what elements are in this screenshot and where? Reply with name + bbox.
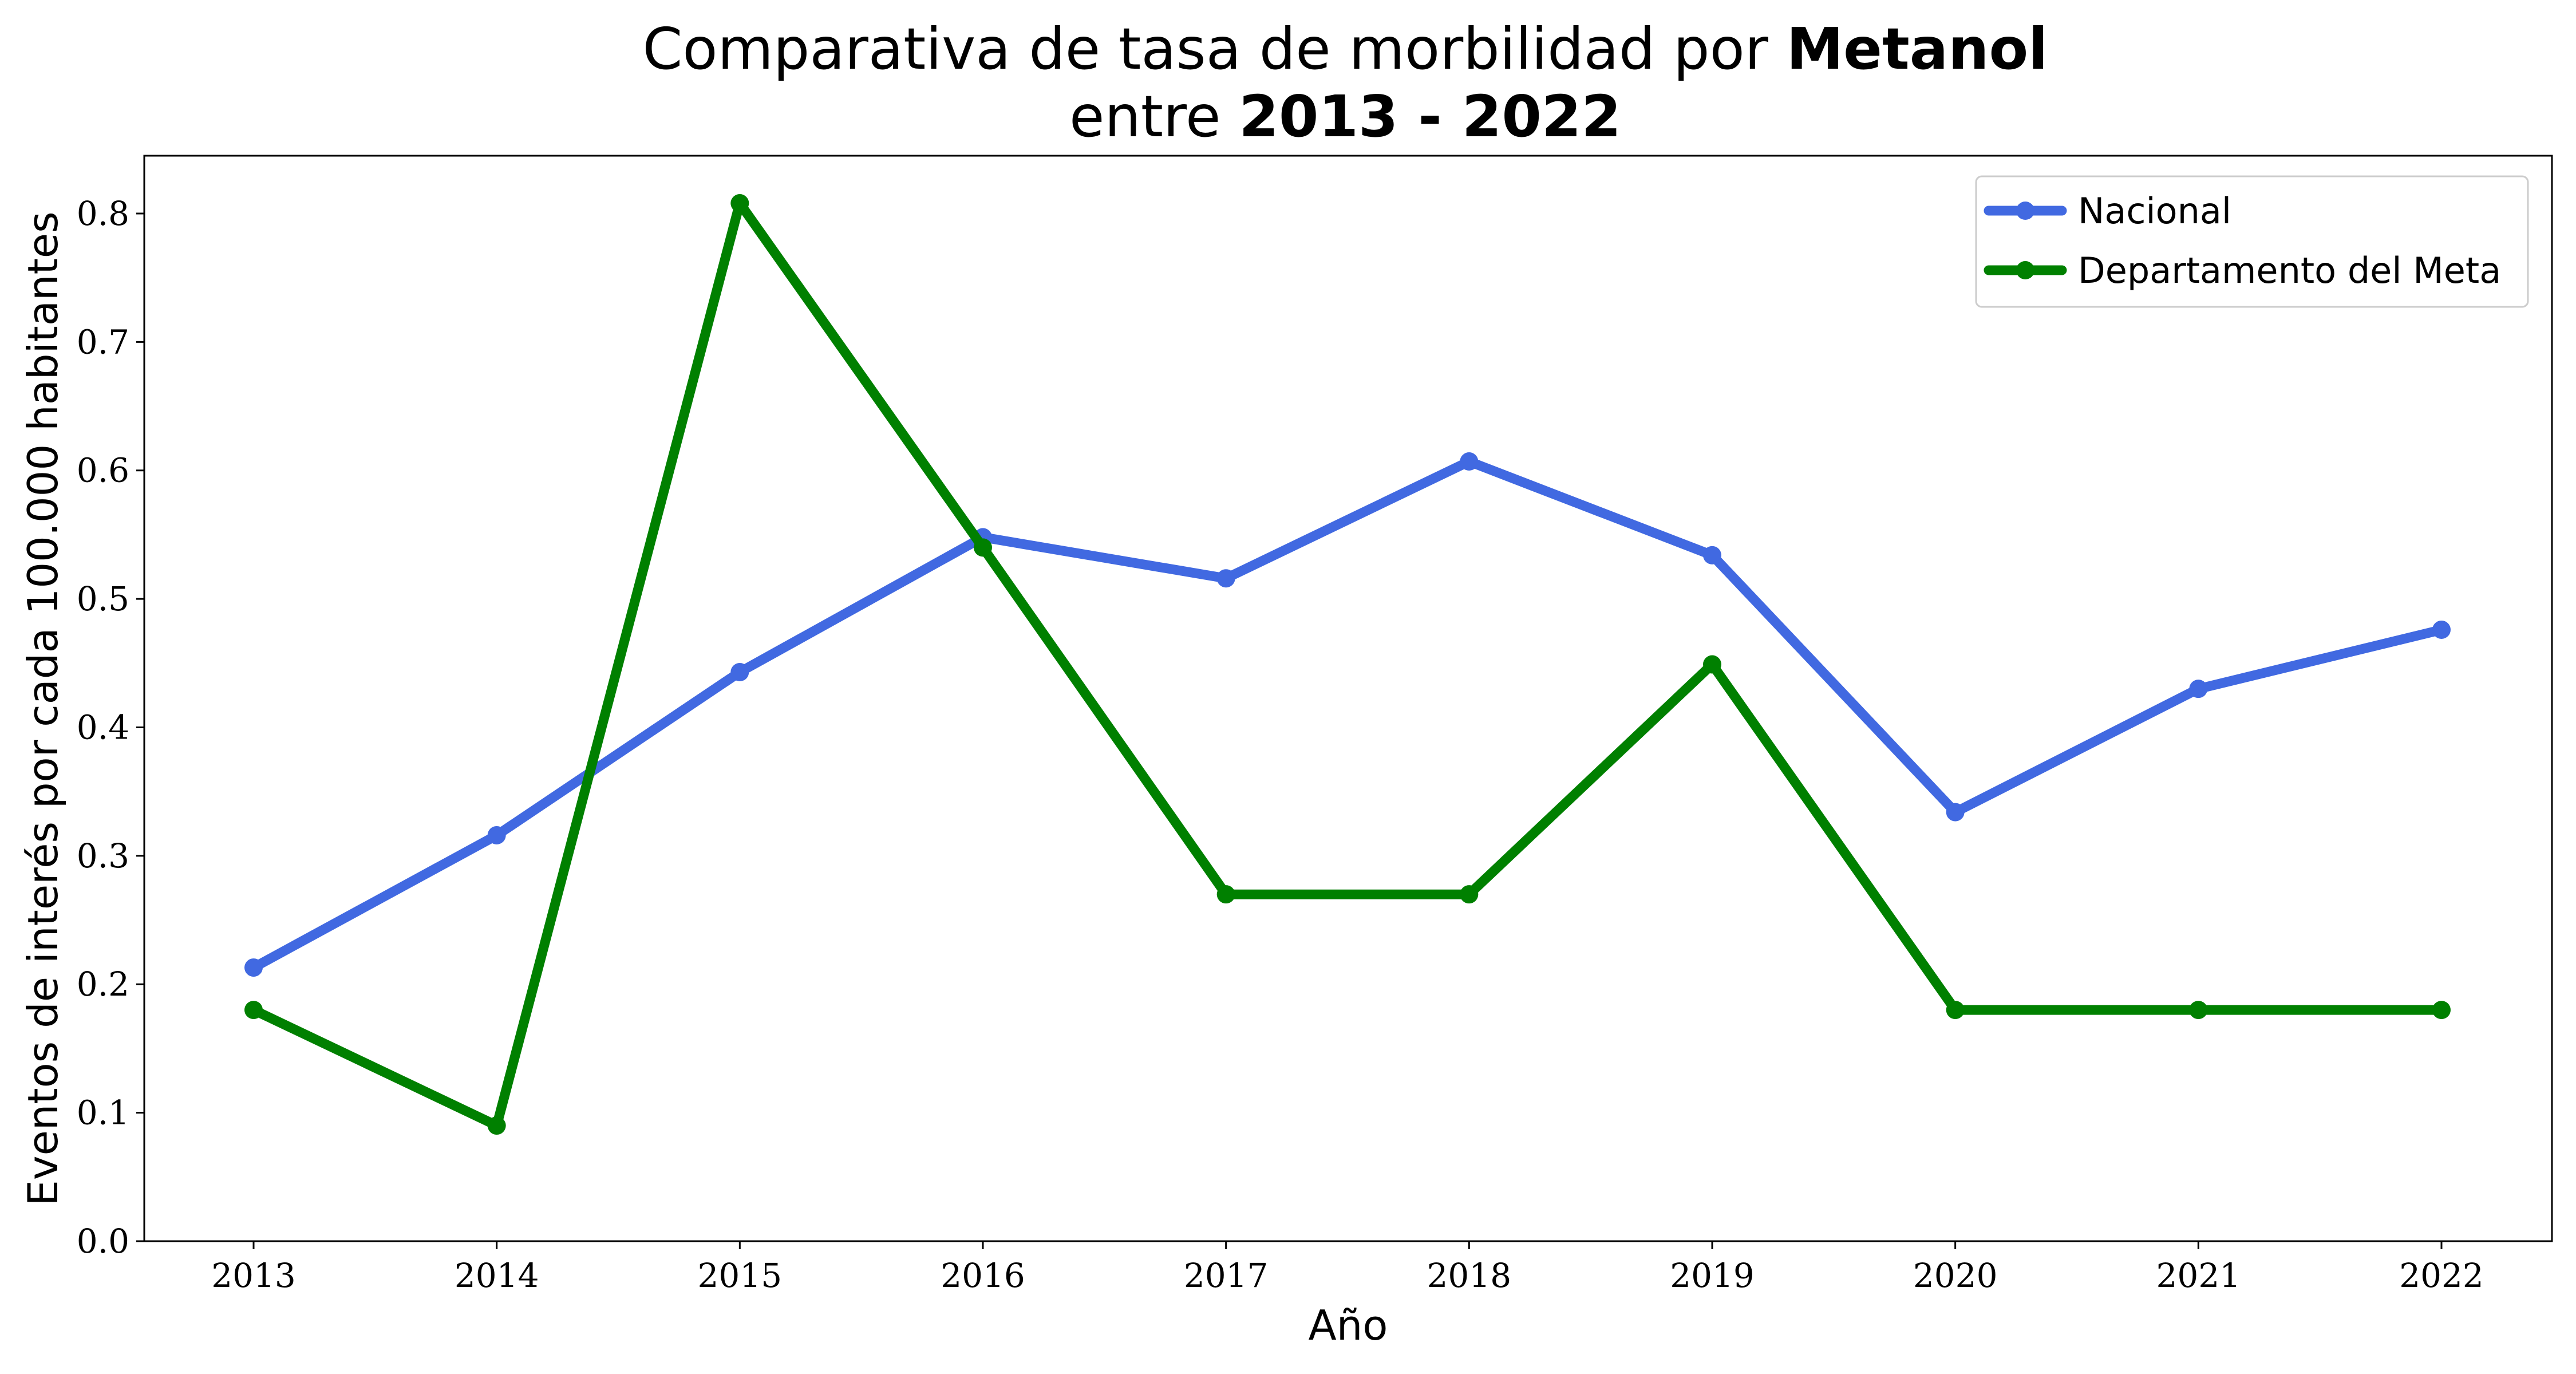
legend-marker-1 bbox=[2016, 202, 2034, 220]
chart-title-line-1: Comparativa de tasa de morbilidad por Me… bbox=[643, 15, 2048, 82]
series-1-point-2021 bbox=[2189, 680, 2208, 698]
y-tick-label-0.4: 0.4 bbox=[77, 708, 129, 747]
x-tick-label-2021: 2021 bbox=[2156, 1256, 2241, 1295]
legend-label-1: Nacional bbox=[2078, 190, 2231, 232]
y-axis-label: Eventos de interés por cada 100.000 habi… bbox=[19, 211, 67, 1206]
series-2-point-2021 bbox=[2189, 1001, 2208, 1020]
series-2-point-2020 bbox=[1946, 1001, 1965, 1020]
x-tick-label-2014: 2014 bbox=[455, 1256, 539, 1295]
series-2-point-2022 bbox=[2432, 1001, 2451, 1020]
plot-frame bbox=[143, 155, 2553, 1242]
series-1-point-2020 bbox=[1946, 803, 1965, 822]
chart-title-line-1-prefix: Comparativa de tasa de morbilidad por bbox=[643, 15, 1787, 82]
y-tick-label-0.5: 0.5 bbox=[77, 579, 129, 618]
chart-title-line-2: entre 2013 - 2022 bbox=[1069, 83, 1621, 150]
chart-title-line-2-bold: 2013 - 2022 bbox=[1239, 83, 1621, 150]
y-tick-label-0.7: 0.7 bbox=[77, 322, 129, 361]
series-2-point-2014 bbox=[487, 1116, 506, 1135]
series-2-point-2019 bbox=[1703, 655, 1721, 674]
x-tick-label-2015: 2015 bbox=[698, 1256, 783, 1295]
series-1-point-2019 bbox=[1703, 546, 1721, 564]
series-2-point-2013 bbox=[244, 1001, 263, 1020]
y-tick-label-0.2: 0.2 bbox=[77, 965, 129, 1004]
series-1-point-2017 bbox=[1216, 569, 1235, 588]
x-tick-label-2016: 2016 bbox=[941, 1256, 1025, 1295]
series-1-point-2018 bbox=[1460, 452, 1479, 471]
x-tick-label-2018: 2018 bbox=[1427, 1256, 1512, 1295]
series-1-point-2014 bbox=[487, 826, 506, 844]
series-2-point-2015 bbox=[730, 194, 749, 213]
y-tick-label-0.6: 0.6 bbox=[77, 451, 129, 490]
y-tick-label-0.3: 0.3 bbox=[77, 836, 129, 875]
series-2-point-2016 bbox=[974, 538, 992, 557]
x-tick-label-2019: 2019 bbox=[1670, 1256, 1755, 1295]
y-tick-label-0.1: 0.1 bbox=[77, 1093, 129, 1132]
x-tick-label-2022: 2022 bbox=[2399, 1256, 2484, 1295]
series-1-point-2015 bbox=[730, 663, 749, 682]
y-tick-label-0.0: 0.0 bbox=[77, 1222, 129, 1261]
series-1-point-2013 bbox=[244, 958, 263, 977]
chart-title-line-2-prefix: entre bbox=[1069, 83, 1239, 150]
chart-title-line-1-bold: Metanol bbox=[1787, 15, 2048, 82]
legend-label-2: Departamento del Meta bbox=[2078, 250, 2501, 291]
x-tick-label-2020: 2020 bbox=[1913, 1256, 1998, 1295]
legend-box bbox=[1975, 175, 2529, 308]
x-tick-label-2017: 2017 bbox=[1184, 1256, 1269, 1295]
y-tick-label-0.8: 0.8 bbox=[77, 194, 129, 233]
series-line-2 bbox=[248, 198, 2447, 1131]
x-tick-label-2013: 2013 bbox=[211, 1256, 296, 1295]
series-2-point-2018 bbox=[1460, 885, 1479, 904]
x-axis-label: Año bbox=[1309, 1301, 1388, 1349]
series-1-point-2022 bbox=[2432, 620, 2451, 639]
series-line-1 bbox=[248, 456, 2447, 973]
legend-marker-2 bbox=[2016, 261, 2034, 279]
plot-area: 2013 2014 2015 2016 2017 2018 2019 2020 2021 2022… bbox=[77, 155, 2553, 1295]
series-2-point-2017 bbox=[1216, 885, 1235, 904]
